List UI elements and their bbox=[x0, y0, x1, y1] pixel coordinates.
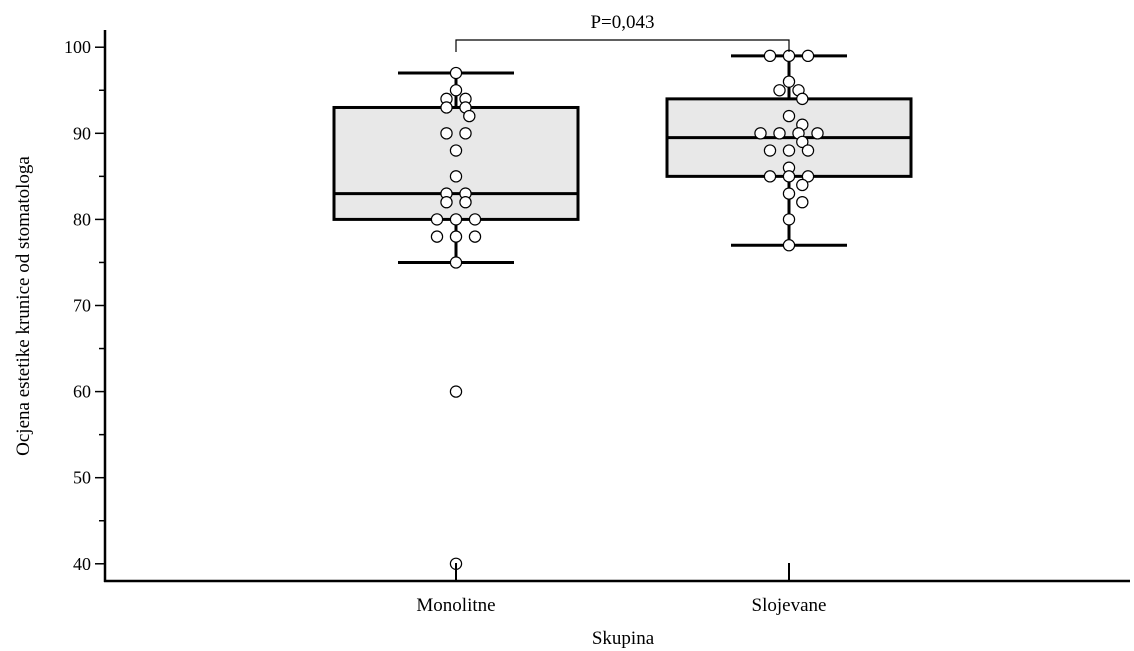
data-point bbox=[773, 84, 786, 97]
y-tick-label: 40 bbox=[73, 554, 91, 574]
data-point bbox=[796, 195, 809, 209]
data-point bbox=[782, 187, 796, 200]
y-tick-label: 50 bbox=[73, 468, 91, 488]
axes bbox=[103, 30, 1130, 583]
data-point bbox=[449, 84, 463, 97]
data-point bbox=[811, 127, 824, 140]
data-point bbox=[782, 213, 796, 226]
data-point bbox=[449, 144, 463, 157]
data-point bbox=[440, 101, 453, 114]
significance-label: P=0,043 bbox=[590, 12, 654, 33]
x-tick-label: Monolitne bbox=[416, 595, 495, 616]
data-point bbox=[801, 170, 815, 183]
data-point bbox=[449, 230, 463, 243]
data-point bbox=[796, 178, 809, 192]
data-point bbox=[430, 230, 444, 243]
data-point bbox=[754, 127, 767, 140]
data-point bbox=[782, 144, 796, 157]
data-points bbox=[430, 49, 824, 570]
data-point bbox=[430, 213, 444, 226]
significance-annotation: P=0,043 bbox=[455, 12, 790, 52]
data-point bbox=[449, 256, 463, 269]
data-point bbox=[440, 127, 453, 140]
data-point bbox=[449, 213, 463, 226]
data-point bbox=[449, 385, 463, 398]
data-point bbox=[796, 135, 809, 149]
data-point bbox=[782, 109, 796, 123]
y-tick-label: 80 bbox=[73, 209, 91, 229]
box-groups bbox=[332, 54, 913, 264]
data-point bbox=[449, 170, 463, 183]
data-point bbox=[440, 195, 453, 209]
data-point bbox=[468, 213, 482, 226]
data-point bbox=[459, 195, 472, 209]
y-tick-label: 60 bbox=[73, 382, 91, 402]
x-axis-ticks: Monolitne Slojevane bbox=[416, 563, 826, 616]
y-tick-label: 70 bbox=[73, 296, 91, 316]
x-axis-label: Skupina bbox=[592, 628, 655, 649]
y-axis-ticks: 40 50 60 70 80 90 100 bbox=[64, 37, 105, 574]
data-point bbox=[801, 144, 815, 157]
data-point bbox=[782, 75, 796, 88]
data-point bbox=[796, 92, 809, 106]
data-point bbox=[468, 230, 482, 243]
data-point bbox=[782, 170, 796, 183]
significance-bracket bbox=[455, 39, 790, 52]
y-tick-label: 90 bbox=[73, 123, 91, 143]
x-tick-label: Slojevane bbox=[752, 595, 827, 616]
y-axis-label: Ocjena estetike krunice od stomatologa bbox=[13, 156, 34, 456]
data-point bbox=[459, 127, 472, 140]
data-point bbox=[763, 49, 777, 63]
data-point bbox=[463, 109, 476, 123]
data-point bbox=[773, 127, 786, 140]
data-point bbox=[763, 144, 777, 157]
data-point bbox=[763, 170, 777, 183]
y-tick-label: 100 bbox=[64, 37, 91, 57]
data-point bbox=[801, 49, 815, 63]
data-point bbox=[782, 239, 796, 252]
data-point bbox=[449, 66, 463, 80]
box bbox=[332, 105, 580, 221]
